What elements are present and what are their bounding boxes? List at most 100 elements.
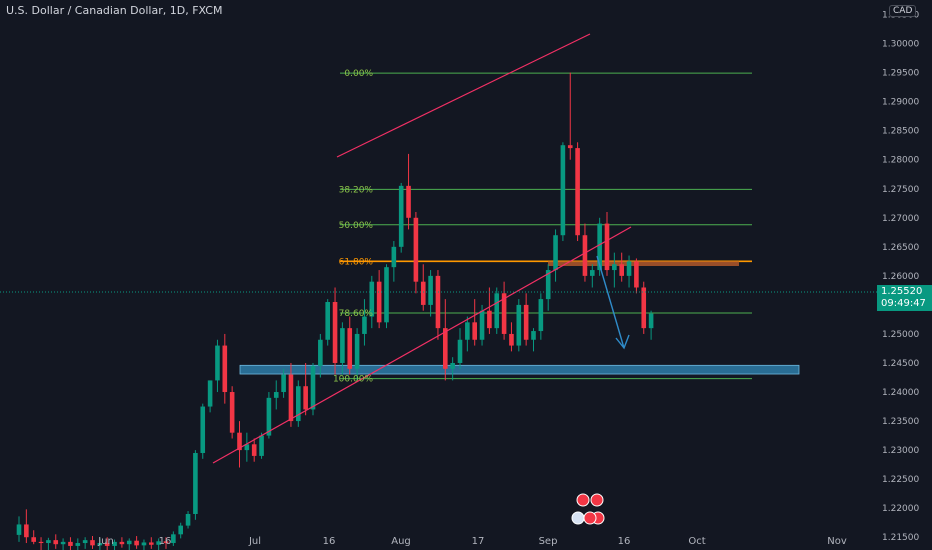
candle-body[interactable]: [60, 541, 66, 545]
candle-body[interactable]: [68, 541, 73, 546]
support-zone[interactable]: [239, 364, 800, 375]
candle-body[interactable]: [501, 293, 507, 334]
candle-body[interactable]: [126, 540, 132, 545]
candle-body[interactable]: [332, 302, 338, 363]
candle-body[interactable]: [222, 345, 228, 393]
projection-arrow[interactable]: [596, 255, 630, 350]
candle-body[interactable]: [641, 287, 647, 329]
price-tick-label: 1.24500: [882, 359, 919, 369]
price-tick-label: 1.26500: [882, 243, 919, 253]
candle-body[interactable]: [472, 322, 477, 340]
candle-body[interactable]: [200, 406, 206, 454]
candle-body[interactable]: [24, 524, 29, 538]
candle-body[interactable]: [626, 261, 632, 276]
upper-channel-line[interactable]: [336, 33, 591, 158]
candle-body[interactable]: [413, 217, 419, 282]
candle-body[interactable]: [523, 304, 529, 340]
candle-body[interactable]: [82, 540, 88, 544]
candle-body[interactable]: [178, 525, 183, 535]
candle-body[interactable]: [273, 392, 279, 398]
candle-body[interactable]: [31, 537, 36, 542]
candle-body[interactable]: [575, 148, 580, 236]
candle-body[interactable]: [612, 264, 617, 271]
candle-body[interactable]: [119, 541, 125, 545]
candle-body[interactable]: [134, 540, 139, 546]
candle-body[interactable]: [494, 293, 500, 329]
candle-body[interactable]: [229, 392, 235, 433]
candle-body[interactable]: [516, 304, 522, 346]
candle-body[interactable]: [75, 543, 81, 546]
candle-body[interactable]: [90, 540, 95, 546]
candle-body[interactable]: [288, 374, 294, 422]
time-tick-label: Sep: [539, 536, 558, 547]
candle-body[interactable]: [156, 541, 161, 545]
price-tick-label: 1.21500: [882, 533, 919, 543]
candle-body[interactable]: [457, 339, 463, 363]
candle-body[interactable]: [420, 281, 426, 305]
candle-body[interactable]: [384, 267, 389, 323]
candle-body[interactable]: [567, 145, 573, 149]
candle-body[interactable]: [428, 275, 433, 305]
candle-body[interactable]: [398, 185, 404, 247]
candle-body[interactable]: [354, 333, 360, 369]
candle-body[interactable]: [450, 362, 455, 369]
candle-body[interactable]: [310, 365, 316, 410]
candle-body[interactable]: [391, 246, 397, 268]
candle-body[interactable]: [531, 331, 536, 340]
candle-body[interactable]: [509, 333, 514, 346]
candle-body[interactable]: [215, 345, 220, 381]
candle-body[interactable]: [149, 542, 154, 545]
candle-body[interactable]: [634, 261, 639, 288]
lower-trendline[interactable]: [212, 226, 632, 464]
candle-body[interactable]: [325, 302, 330, 340]
candle-body[interactable]: [259, 435, 264, 456]
candle-body[interactable]: [538, 299, 544, 332]
bar-countdown: 09:49:47: [881, 298, 926, 309]
candle-body[interactable]: [376, 281, 382, 323]
candle-body[interactable]: [362, 316, 367, 334]
candle-body[interactable]: [163, 541, 169, 544]
candle-body[interactable]: [318, 339, 323, 366]
candle-body[interactable]: [38, 541, 44, 544]
candle-body[interactable]: [545, 270, 551, 300]
candle-body[interactable]: [46, 540, 51, 544]
candle-body[interactable]: [604, 223, 610, 271]
candle-body[interactable]: [193, 453, 198, 514]
candle-body[interactable]: [406, 185, 411, 218]
candle-body[interactable]: [237, 432, 242, 451]
candle-body[interactable]: [296, 386, 301, 422]
candle-body[interactable]: [141, 542, 147, 546]
candle-body[interactable]: [340, 328, 345, 363]
currency-badge[interactable]: CAD: [889, 5, 917, 17]
candle-body[interactable]: [435, 275, 441, 329]
candle-body[interactable]: [97, 543, 103, 546]
candle-body[interactable]: [553, 235, 558, 271]
candle-body[interactable]: [207, 380, 213, 407]
candle-body[interactable]: [648, 313, 654, 329]
candle-body[interactable]: [590, 270, 595, 276]
candle-body[interactable]: [244, 444, 250, 451]
candle-body[interactable]: [479, 310, 485, 340]
candle-body[interactable]: [185, 513, 191, 526]
candle-body[interactable]: [303, 386, 308, 410]
candle-body[interactable]: [465, 322, 470, 340]
candle-body[interactable]: [16, 524, 22, 535]
candle-body[interactable]: [582, 235, 588, 276]
candle-body[interactable]: [347, 328, 353, 369]
candle-body[interactable]: [281, 374, 286, 393]
candle-body[interactable]: [619, 264, 624, 276]
candle-body[interactable]: [443, 328, 448, 369]
resistance-zone[interactable]: [548, 261, 739, 266]
candle-body[interactable]: [104, 543, 110, 546]
candle-body[interactable]: [560, 145, 566, 236]
candle-body[interactable]: [171, 534, 176, 544]
event-icons[interactable]: [571, 493, 605, 525]
candle-body[interactable]: [251, 444, 257, 456]
candle-body[interactable]: [112, 541, 117, 546]
candle-body[interactable]: [369, 281, 375, 317]
candle-body[interactable]: [266, 397, 272, 436]
candle-body[interactable]: [487, 310, 492, 329]
candle-body[interactable]: [53, 540, 59, 545]
candle-body[interactable]: [597, 223, 602, 271]
